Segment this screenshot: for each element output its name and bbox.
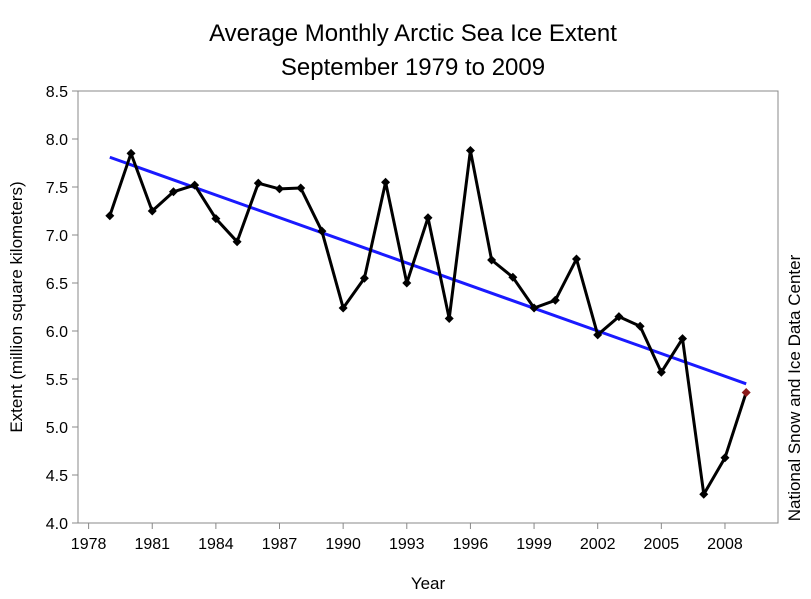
chart-title-line-2: September 1979 to 2009: [281, 54, 545, 81]
data-point: [508, 272, 518, 282]
y-axis-label: Extent (million square kilometers): [7, 181, 26, 432]
y-axis: 4.0 4.5 5.0 5.5 6.0 6.5 7.0 7.5 8.0 8.5: [46, 84, 78, 533]
data-point: [126, 148, 136, 158]
y-tick-label: 8.5: [46, 84, 68, 101]
data-point: [571, 254, 581, 264]
data-point: [614, 312, 624, 322]
data-point: [381, 177, 391, 187]
data-point: [656, 367, 666, 377]
data-point: [444, 314, 454, 324]
data-point: [190, 180, 200, 190]
y-tick-label: 7.5: [46, 180, 68, 197]
plot-area-frame: [77, 90, 779, 524]
data-point: [359, 273, 369, 283]
x-tick-label: 1984: [198, 536, 234, 553]
data-point: [232, 237, 242, 247]
x-tick-label: 1978: [71, 536, 107, 553]
data-point: [720, 453, 730, 463]
y-tick-label: 5.5: [46, 372, 68, 389]
series-line: [108, 149, 748, 496]
data-point: [593, 330, 603, 340]
data-point: [211, 214, 221, 224]
chart-title-line-1: Average Monthly Arctic Sea Ice Extent: [209, 20, 617, 47]
trend-line: [109, 155, 747, 386]
data-point: [423, 213, 433, 223]
data-point: [296, 183, 306, 193]
y-tick-label: 4.0: [46, 516, 68, 533]
data-point: [529, 303, 539, 313]
data-point: [168, 187, 178, 197]
trend-line-group: [109, 155, 747, 386]
data-point: [338, 303, 348, 313]
x-tick-label: 1993: [389, 536, 425, 553]
x-tick-label: 2002: [580, 536, 616, 553]
data-point: [253, 178, 263, 188]
y-tick-label: 7.0: [46, 228, 68, 245]
y-tick-label: 6.5: [46, 276, 68, 293]
data-point: [487, 255, 497, 265]
x-axis: 1978 1981 1984 1987 1990 1993 1996 1999 2002 2005…: [71, 523, 743, 553]
x-tick-label: 1990: [325, 536, 361, 553]
series-group: [105, 146, 751, 499]
y-tick-label: 6.0: [46, 324, 68, 341]
data-point: [678, 334, 688, 344]
x-tick-label: 2005: [644, 536, 680, 553]
data-point: [317, 226, 327, 236]
data-point: [465, 146, 475, 156]
x-axis-label: Year: [411, 574, 446, 593]
x-tick-label: 1999: [516, 536, 552, 553]
data-point: [699, 489, 709, 499]
data-point: [275, 184, 285, 194]
x-tick-label: 1987: [262, 536, 298, 553]
data-point: [550, 295, 560, 305]
x-tick-label: 1981: [134, 536, 170, 553]
source-credit: National Snow and Ice Data Center: [785, 254, 804, 521]
highlight-point: [741, 387, 751, 397]
data-point: [635, 321, 645, 331]
y-tick-label: 5.0: [46, 420, 68, 437]
x-tick-label: 2008: [707, 536, 743, 553]
y-tick-label: 8.0: [46, 132, 68, 149]
data-point: [402, 278, 412, 288]
data-point: [105, 211, 115, 221]
x-tick-label: 1996: [453, 536, 489, 553]
data-point: [147, 206, 157, 216]
y-tick-label: 4.5: [46, 468, 68, 485]
